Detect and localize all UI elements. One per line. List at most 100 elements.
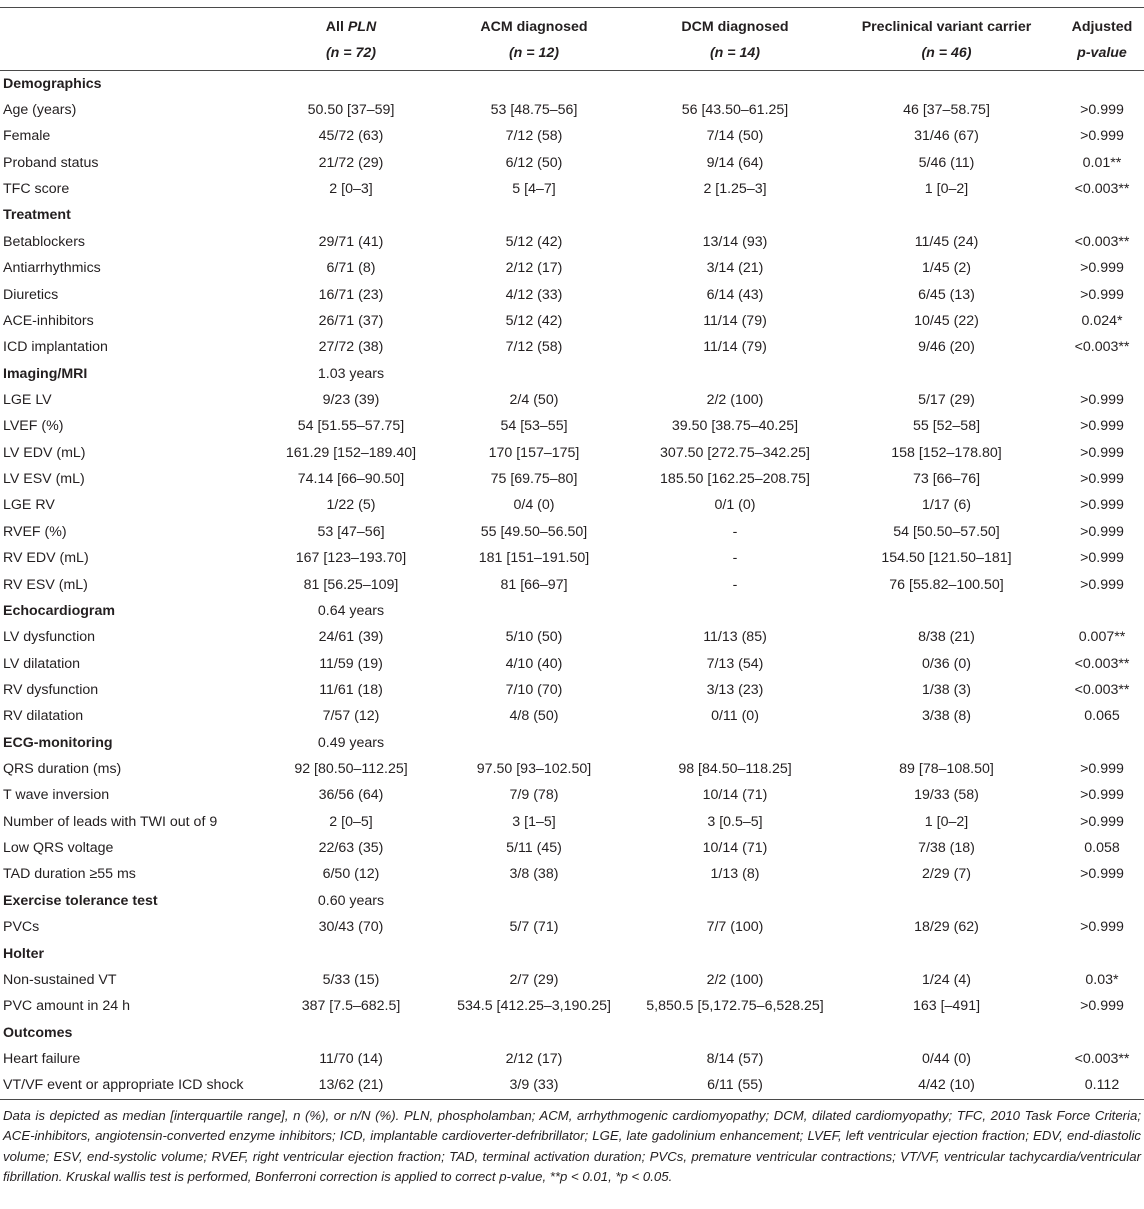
cell-preclinical: 1 [0–2] [924,181,969,198]
row-label: Age (years) [3,102,77,119]
cell-p-value: 0.058 [1084,840,1120,857]
table-row: Betablockers 29/71 (41) 5/12 (42) 13/14 (93… [0,229,1144,255]
table-row: T wave inversion 36/56 (64) 7/9 (78) 10/14 … [0,782,1144,808]
table-row: Number of leads with TWI out of 9 2 [0–5]… [0,809,1144,835]
header-acm: ACM diagnosed (n = 12) [480,19,588,61]
cell-p-value: >0.999 [1080,998,1124,1015]
table-row: Age (years) 50.50 [37–59] 53 [48.75–56] 56 … [0,97,1144,123]
table-row: Non-sustained VT 5/33 (15) 2/7 (29) 2/2 (10… [0,967,1144,993]
cell-all-pln [271,70,431,97]
row-label: VT/VF event or appropriate ICD shock [3,1077,244,1094]
row-label: Heart failure [3,1050,81,1067]
row-label: RV EDV (mL) [3,550,89,567]
cell-all-pln [271,940,431,966]
cell-acm: 6/12 (50) [505,154,563,171]
header-stub [0,4,271,70]
row-label: ICD implantation [3,339,108,356]
section-row: Exercise tolerance test 0.60 years [0,888,1144,914]
cell-acm: 5 [4–7] [512,181,556,198]
cell-preclinical: 0/44 (0) [922,1050,971,1067]
table-row: LV EDV (mL) 161.29 [152–189.40] 170 [157–1… [0,440,1144,466]
cell-all-pln: 26/71 (37) [318,312,384,329]
row-label: RV dilatation [3,708,84,725]
cell-p-value [1060,202,1144,228]
cell-preclinical: 1/24 (4) [922,971,971,988]
table-body: Demographics Age (years) 50.50 [37–59] 53 [… [0,70,1144,1100]
cell-dcm: 3/13 (23) [706,681,764,698]
table-row: RV dilatation 7/57 (12) 4/8 (50) 0/11 (0) 3/… [0,703,1144,729]
cell-p-value: 0.112 [1084,1077,1120,1094]
cell-all-pln [271,1019,431,1045]
table-container: All PLN (n = 72) ACM diagnosed (n = 12) … [0,4,1144,1188]
section-heading: ECG-monitoring [3,734,113,751]
cell-dcm: 1/13 (8) [710,866,760,883]
cell-preclinical: 1 [0–2] [924,813,969,830]
cell-p-value [1060,70,1144,97]
row-label: Diuretics [3,286,59,303]
cell-all-pln: 45/72 (63) [318,128,384,145]
row-label: PVCs [3,919,40,936]
cell-acm: 7/12 (58) [505,339,563,356]
table-row: RV ESV (mL) 81 [56.25–109] 81 [66–97] - 76 [… [0,571,1144,597]
section-heading: Demographics [3,75,102,92]
cell-preclinical: 89 [78–108.50] [899,761,994,778]
cell-dcm: 11/14 (79) [703,339,767,356]
cell-all-pln: 167 [123–193.70] [295,550,407,567]
cell-dcm: 6/11 (55) [707,1077,763,1094]
row-label: TAD duration ≥55 ms [3,866,136,883]
header-all-pln: All PLN (n = 72) [325,19,377,61]
cell-preclinical: 4/42 (10) [918,1077,975,1094]
cell-dcm: 307.50 [272.75–342.25] [660,444,810,461]
cell-preclinical: 5/17 (29) [918,391,975,408]
cell-preclinical: 154.50 [121.50–181] [881,550,1012,567]
cell-p-value: >0.999 [1080,576,1124,593]
table-row: ICD implantation 27/72 (38) 7/12 (58) 11/14… [0,334,1144,360]
table-row: Antiarrhythmics 6/71 (8) 2/12 (17) 3/14 (21… [0,255,1144,281]
cell-p-value: >0.999 [1080,787,1124,804]
cell-p-value: >0.999 [1080,813,1124,830]
cell-dcm: 185.50 [162.25–208.75] [660,471,810,488]
row-label: RVEF (%) [3,523,67,540]
cell-all-pln: 74.14 [66–90.50] [297,471,405,488]
cell-all-pln: 11/70 (14) [319,1050,383,1067]
cell-acm: 5/7 (71) [509,919,559,936]
cell-dcm: 10/14 (71) [702,840,768,857]
cell-acm [431,729,637,755]
row-label: QRS duration (ms) [3,761,122,778]
cell-p-value [1060,888,1144,914]
cell-dcm: 10/14 (71) [702,787,768,804]
table-row: LV dilatation 11/59 (19) 4/10 (40) 7/13 (54… [0,650,1144,676]
cell-p-value: >0.999 [1080,866,1124,883]
cell-acm: 75 [69.75–80] [490,471,578,488]
section-row: Imaging/MRI 1.03 years [0,360,1144,386]
cell-dcm: 0/1 (0) [714,497,756,514]
table-row: Low QRS voltage 22/63 (35) 5/11 (45) 10/14 … [0,835,1144,861]
cell-preclinical: 158 [152–178.80] [891,444,1002,461]
cell-all-pln: 5/33 (15) [322,971,380,988]
cell-acm: 181 [151–191.50] [478,550,590,567]
cell-p-value: >0.999 [1080,391,1124,408]
cell-dcm: 2/2 (100) [706,391,764,408]
cell-dcm: 39.50 [38.75–40.25] [671,418,799,435]
cell-acm [431,202,637,228]
section-row: Echocardiogram 0.64 years [0,598,1144,624]
table-row: LVEF (%) 54 [51.55–57.75] 54 [53–55] 39.50 … [0,413,1144,439]
section-heading: Echocardiogram [3,602,115,619]
row-label: Female [3,128,51,145]
cell-p-value: >0.999 [1080,550,1124,567]
header-preclinical: Preclinical variant carrier (n = 46) [861,19,1032,61]
cell-preclinical: 5/46 (11) [918,154,975,171]
cell-p-value: >0.999 [1080,102,1124,119]
cell-acm: 2/12 (17) [505,260,563,277]
cell-p-value: >0.999 [1080,497,1124,514]
cell-acm [431,1019,637,1045]
cell-dcm: 7/13 (54) [706,655,764,672]
row-label: T wave inversion [3,787,110,804]
cell-preclinical: 9/46 (20) [918,339,975,356]
cell-dcm [637,598,833,624]
cell-all-pln: 50.50 [37–59] [307,102,395,119]
cell-all-pln: 161.29 [152–189.40] [285,444,417,461]
row-label: LGE LV [3,391,52,408]
cell-acm: 55 [49.50–56.50] [480,523,588,540]
table-row: TFC score 2 [0–3] 5 [4–7] 2 [1.25–3] 1 [0–2]… [0,176,1144,202]
